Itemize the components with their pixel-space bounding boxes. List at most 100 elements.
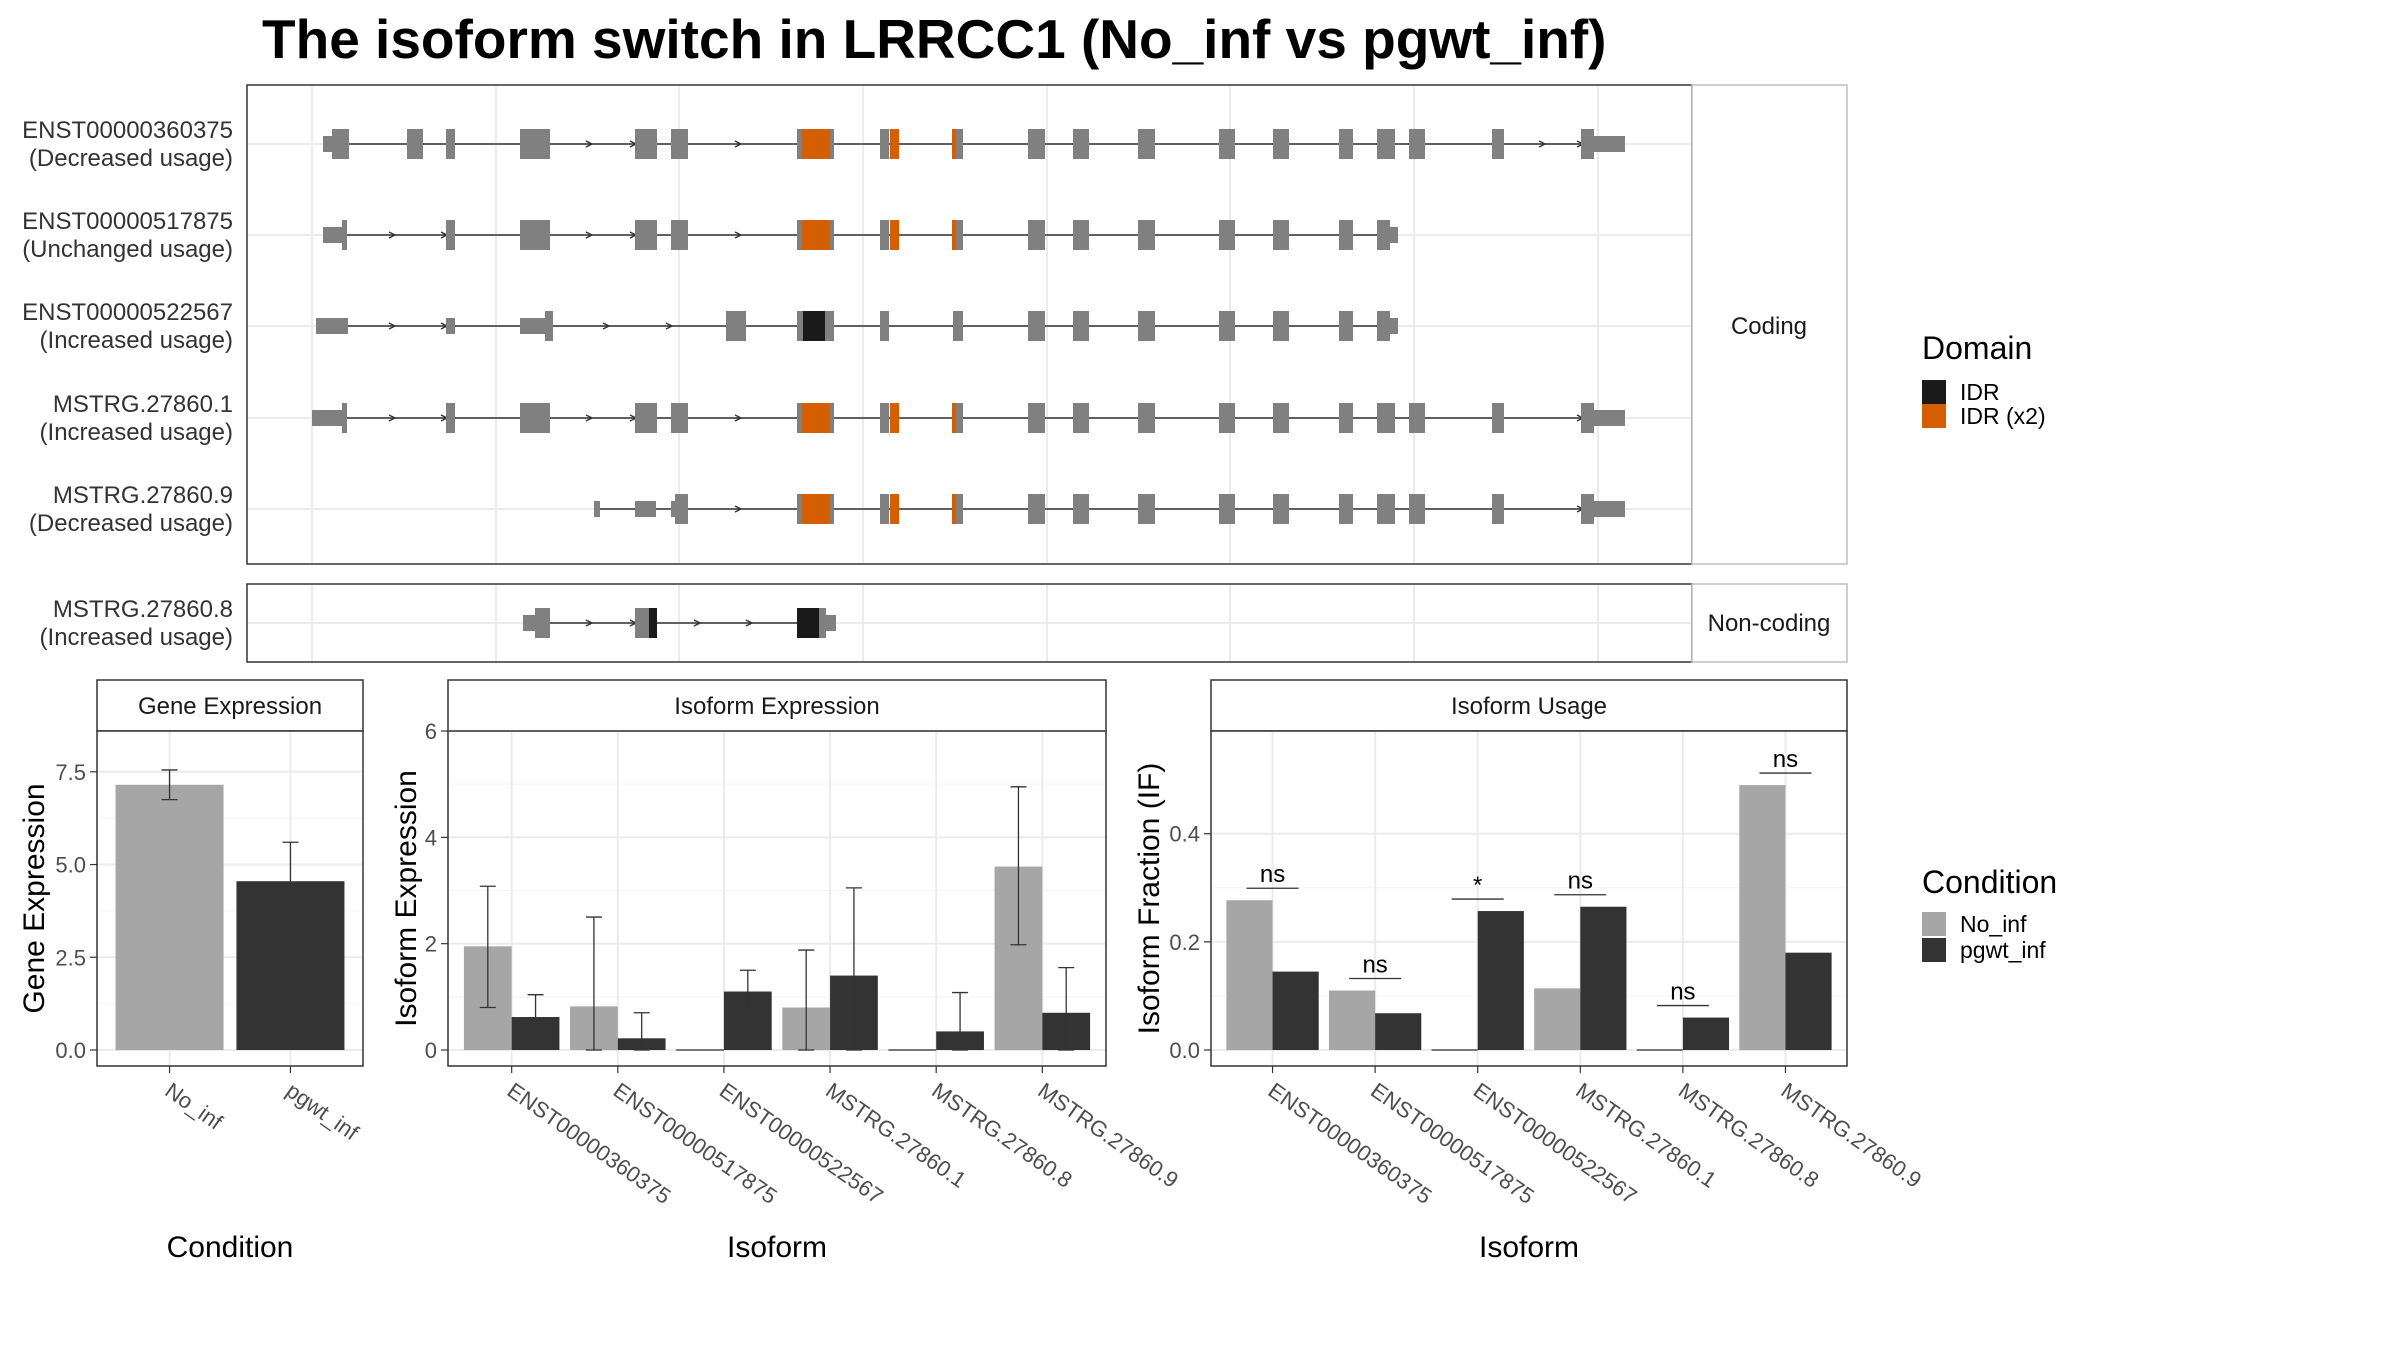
isoform-label-1: ENST00000360375 xyxy=(22,117,233,144)
significance-label: ns xyxy=(1568,868,1593,895)
exon xyxy=(1028,311,1045,341)
usage-label-3: (Increased usage) xyxy=(40,327,233,354)
exon xyxy=(1219,494,1235,524)
exon xyxy=(1273,311,1289,341)
noncoding-strip xyxy=(1691,583,1848,663)
legend-label-idr-x2: IDR (x2) xyxy=(1960,403,2046,429)
bar-MSTRG.27860.1-pgwt_inf xyxy=(1580,906,1627,1050)
isoform-expression-strip-label: Isoform Expression xyxy=(674,693,879,720)
idr-x2-domain xyxy=(802,129,830,159)
idr-domain xyxy=(803,311,825,341)
exon xyxy=(675,494,688,524)
exon xyxy=(407,129,423,159)
strand-arrow xyxy=(585,231,594,239)
y-tick-label: 0.0 xyxy=(55,1038,86,1063)
strand-arrow xyxy=(388,322,397,330)
exon xyxy=(446,403,455,433)
exon xyxy=(635,501,656,517)
idr-x2-domain xyxy=(890,494,899,524)
exon xyxy=(826,615,836,631)
exon xyxy=(880,403,889,433)
bar-ENST00000360375-pgwt_inf xyxy=(1272,971,1319,1050)
exon xyxy=(1390,318,1398,334)
strand-arrow xyxy=(602,322,611,330)
idr-x2-domain xyxy=(802,220,830,250)
exon xyxy=(1390,227,1398,243)
exon xyxy=(446,318,455,334)
exon xyxy=(953,129,963,159)
exon xyxy=(1409,129,1425,159)
error-bar xyxy=(1058,966,1075,1051)
exon xyxy=(446,129,455,159)
isoform-usage-strip-label: Isoform Usage xyxy=(1451,693,1607,720)
exon xyxy=(1492,129,1504,159)
exon xyxy=(1339,220,1353,250)
exon xyxy=(1377,311,1390,341)
isoform-expression-panel: Isoform Expression Isoform Expression Is… xyxy=(390,679,1183,1264)
exon xyxy=(1594,136,1625,152)
exon xyxy=(671,129,688,159)
y-tick-label: 0.2 xyxy=(1169,930,1200,955)
exon xyxy=(1594,501,1625,517)
error-bar xyxy=(845,887,862,1051)
exon xyxy=(1073,494,1089,524)
exon xyxy=(520,318,545,334)
idr-x2-domain xyxy=(952,220,956,250)
gene-expression-x-axis-title: Condition xyxy=(167,1231,294,1264)
idr-x2-domain xyxy=(802,494,830,524)
strand-arrow xyxy=(388,414,397,422)
strand-arrow xyxy=(388,231,397,239)
exon xyxy=(342,220,347,250)
coding-panel-border xyxy=(246,84,1693,565)
exon xyxy=(1273,220,1289,250)
exon xyxy=(1594,410,1625,426)
exon xyxy=(316,318,348,334)
exon xyxy=(635,129,657,159)
transcript-track-4 xyxy=(312,403,1625,433)
structure-gridlines xyxy=(248,86,1691,661)
significance-label: ns xyxy=(1362,952,1387,979)
exon xyxy=(1377,220,1390,250)
legend-label-idr: IDR xyxy=(1960,379,2000,405)
strand-arrow xyxy=(745,619,754,627)
transcript-track-6 xyxy=(523,608,836,638)
domain-legend-title: Domain xyxy=(1922,330,2032,366)
significance-label: ns xyxy=(1260,861,1285,888)
domain-legend: Domain IDR IDR (x2) xyxy=(1922,330,2046,429)
idr-domain xyxy=(649,608,657,638)
exon xyxy=(1581,129,1594,159)
exon xyxy=(1219,403,1235,433)
exon xyxy=(1273,403,1289,433)
transcript-track-3 xyxy=(316,311,1398,341)
usage-label-5: (Decreased usage) xyxy=(29,510,233,537)
bar-ENST00000360375-No_inf xyxy=(1226,900,1273,1050)
exon xyxy=(671,501,675,517)
isoform-expression-y-axis-title: Isoform Expression xyxy=(390,770,423,1027)
y-tick-label: 5.0 xyxy=(55,853,86,878)
exon xyxy=(1409,494,1425,524)
idr-x2-domain xyxy=(952,129,956,159)
noncoding-strip-label: Non-coding xyxy=(1708,610,1831,637)
isoform-label-4: MSTRG.27860.1 xyxy=(53,391,233,418)
exon xyxy=(953,494,963,524)
bar-MSTRG.27860.9-No_inf xyxy=(1739,785,1786,1050)
y-tick-label: 4 xyxy=(425,825,437,850)
error-bar xyxy=(585,916,602,1051)
exon xyxy=(1073,129,1089,159)
exon xyxy=(1138,494,1155,524)
significance-label: ns xyxy=(1773,746,1798,773)
exon xyxy=(880,494,889,524)
exon xyxy=(671,403,688,433)
significance-label: * xyxy=(1473,872,1482,899)
exon xyxy=(520,403,550,433)
exon xyxy=(1492,494,1504,524)
strand-arrow xyxy=(1538,140,1547,148)
strand-arrow xyxy=(734,505,743,513)
exon xyxy=(1073,220,1089,250)
exon xyxy=(545,311,553,341)
bar-No_inf-No_inf xyxy=(115,784,224,1050)
gene-expression-strip-label: Gene Expression xyxy=(138,693,322,720)
exon xyxy=(1028,220,1045,250)
idr-domain xyxy=(797,608,819,638)
